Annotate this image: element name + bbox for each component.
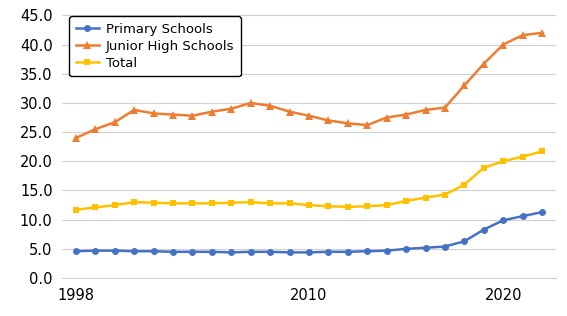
- Junior High Schools: [325, 118, 332, 122]
- Primary Schools: [247, 250, 254, 254]
- Line: Total: Total: [73, 148, 545, 213]
- Total: [247, 200, 254, 204]
- Total: [111, 203, 118, 207]
- Total: [403, 199, 409, 203]
- Line: Primary Schools: Primary Schools: [73, 209, 545, 256]
- Total: [306, 203, 312, 207]
- Junior High Schools: [519, 33, 526, 37]
- Primary Schools: [111, 249, 118, 252]
- Primary Schools: [150, 249, 157, 253]
- Total: [228, 201, 235, 205]
- Primary Schools: [73, 249, 79, 253]
- Junior High Schools: [247, 101, 254, 105]
- Junior High Schools: [480, 62, 487, 66]
- Primary Schools: [500, 218, 507, 222]
- Total: [480, 166, 487, 170]
- Total: [345, 205, 352, 209]
- Total: [286, 201, 293, 205]
- Primary Schools: [461, 240, 468, 243]
- Junior High Schools: [306, 114, 312, 118]
- Total: [131, 200, 138, 204]
- Total: [73, 208, 79, 212]
- Primary Schools: [539, 210, 545, 214]
- Total: [383, 203, 390, 207]
- Primary Schools: [422, 246, 429, 250]
- Primary Schools: [325, 250, 332, 254]
- Junior High Schools: [364, 123, 371, 127]
- Total: [209, 201, 215, 205]
- Primary Schools: [364, 249, 371, 253]
- Junior High Schools: [150, 112, 157, 115]
- Junior High Schools: [228, 107, 235, 111]
- Total: [266, 201, 273, 205]
- Total: [539, 149, 545, 153]
- Primary Schools: [170, 250, 176, 254]
- Junior High Schools: [286, 110, 293, 113]
- Junior High Schools: [500, 43, 507, 46]
- Junior High Schools: [209, 110, 215, 113]
- Primary Schools: [286, 251, 293, 254]
- Total: [92, 205, 99, 209]
- Junior High Schools: [170, 113, 176, 117]
- Junior High Schools: [539, 31, 545, 35]
- Total: [422, 196, 429, 199]
- Total: [364, 204, 371, 208]
- Legend: Primary Schools, Junior High Schools, Total: Primary Schools, Junior High Schools, To…: [69, 16, 241, 76]
- Junior High Schools: [345, 121, 352, 125]
- Total: [442, 193, 448, 197]
- Junior High Schools: [422, 108, 429, 112]
- Line: Junior High Schools: Junior High Schools: [72, 29, 546, 142]
- Primary Schools: [131, 249, 138, 253]
- Junior High Schools: [131, 108, 138, 112]
- Primary Schools: [209, 250, 215, 254]
- Primary Schools: [383, 249, 390, 252]
- Total: [500, 159, 507, 163]
- Junior High Schools: [461, 83, 468, 87]
- Junior High Schools: [383, 116, 390, 119]
- Primary Schools: [345, 250, 352, 254]
- Primary Schools: [228, 251, 235, 254]
- Total: [189, 201, 196, 205]
- Junior High Schools: [442, 106, 448, 109]
- Total: [461, 183, 468, 186]
- Primary Schools: [266, 250, 273, 254]
- Primary Schools: [442, 245, 448, 248]
- Primary Schools: [519, 214, 526, 218]
- Total: [170, 201, 176, 205]
- Primary Schools: [189, 250, 196, 254]
- Primary Schools: [306, 251, 312, 254]
- Primary Schools: [92, 249, 99, 252]
- Junior High Schools: [266, 104, 273, 108]
- Primary Schools: [480, 228, 487, 232]
- Junior High Schools: [189, 114, 196, 118]
- Junior High Schools: [403, 113, 409, 117]
- Junior High Schools: [73, 136, 79, 140]
- Primary Schools: [403, 247, 409, 251]
- Total: [325, 204, 332, 208]
- Total: [519, 155, 526, 159]
- Total: [150, 201, 157, 205]
- Junior High Schools: [111, 120, 118, 124]
- Junior High Schools: [92, 127, 99, 131]
